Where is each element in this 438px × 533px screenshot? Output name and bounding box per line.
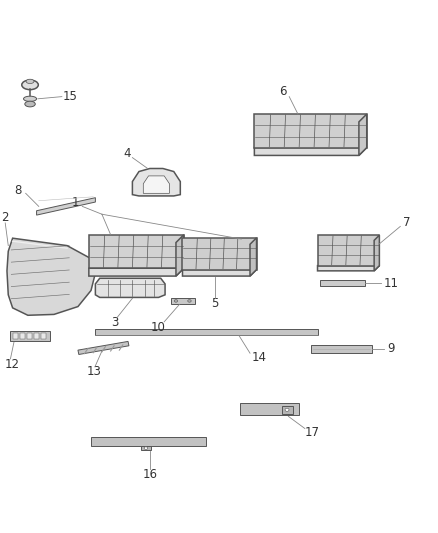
FancyBboxPatch shape (282, 406, 293, 414)
Polygon shape (143, 176, 170, 193)
Ellipse shape (285, 408, 289, 411)
FancyBboxPatch shape (20, 333, 25, 339)
Text: 14: 14 (251, 351, 266, 365)
FancyBboxPatch shape (141, 446, 151, 450)
Text: 13: 13 (87, 365, 102, 377)
Text: 17: 17 (305, 426, 320, 439)
FancyBboxPatch shape (171, 298, 194, 303)
FancyBboxPatch shape (34, 333, 39, 339)
Text: 1: 1 (72, 196, 80, 208)
Polygon shape (318, 235, 379, 265)
Polygon shape (254, 114, 367, 148)
Ellipse shape (22, 80, 38, 90)
Polygon shape (359, 114, 367, 156)
Polygon shape (176, 235, 184, 276)
Polygon shape (318, 265, 379, 271)
Polygon shape (132, 168, 180, 196)
Text: 6: 6 (279, 85, 286, 98)
Polygon shape (89, 235, 184, 268)
Text: 16: 16 (142, 468, 157, 481)
Text: 8: 8 (14, 184, 22, 197)
Text: 12: 12 (4, 358, 19, 370)
FancyBboxPatch shape (320, 280, 365, 286)
Text: 11: 11 (384, 277, 399, 289)
FancyBboxPatch shape (240, 403, 299, 415)
Polygon shape (374, 235, 379, 271)
FancyBboxPatch shape (13, 333, 18, 339)
Text: 5: 5 (212, 296, 219, 310)
Text: 9: 9 (387, 342, 395, 356)
FancyBboxPatch shape (10, 330, 49, 342)
Text: 15: 15 (63, 90, 78, 103)
Polygon shape (183, 270, 257, 276)
Text: 3: 3 (111, 316, 119, 329)
Text: 10: 10 (151, 320, 166, 334)
Polygon shape (250, 238, 257, 276)
FancyBboxPatch shape (27, 333, 32, 339)
Polygon shape (95, 278, 165, 297)
Text: 7: 7 (403, 215, 410, 229)
Text: 2: 2 (1, 211, 9, 224)
Ellipse shape (24, 96, 37, 101)
Ellipse shape (174, 300, 178, 302)
Text: 4: 4 (124, 147, 131, 160)
FancyBboxPatch shape (91, 437, 206, 446)
Ellipse shape (144, 447, 148, 449)
FancyBboxPatch shape (311, 345, 372, 353)
Ellipse shape (25, 101, 35, 107)
Polygon shape (254, 148, 367, 156)
FancyBboxPatch shape (41, 333, 46, 339)
Polygon shape (89, 268, 184, 276)
Ellipse shape (26, 79, 34, 84)
Polygon shape (37, 198, 95, 215)
Polygon shape (78, 342, 129, 354)
Polygon shape (183, 238, 257, 270)
Ellipse shape (188, 300, 191, 302)
Polygon shape (7, 238, 95, 316)
FancyBboxPatch shape (95, 329, 318, 335)
